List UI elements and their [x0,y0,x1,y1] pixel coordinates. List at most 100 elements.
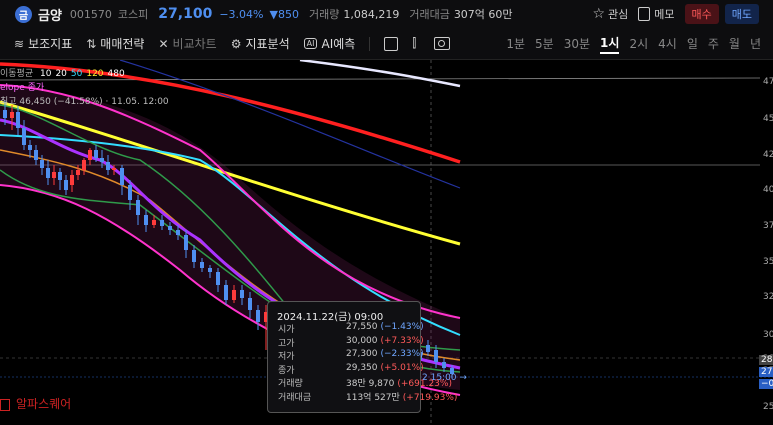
candle-body [28,145,32,150]
envelope-upper-line [0,84,461,319]
price-axis-label: 32 [763,292,773,302]
tooltip-amount: 38만 9,870 [346,379,395,389]
candle-body [144,215,148,225]
tooltip-value: 30,000 (+7.33%) [346,336,424,346]
timeframe-tab-5[interactable]: 4시 [658,37,677,51]
candle-body [52,172,56,178]
tooltip-percent: (−2.33%) [380,349,424,359]
ma-period-4: 480 [107,69,125,79]
indicator-icon: ≋ [14,36,25,51]
memo-icon [638,7,651,21]
candle-type-button[interactable]: ⫿ [412,36,420,51]
candle-body [16,112,20,128]
ma-legend: 이동평균 10 20 50 120 480 [0,69,125,79]
candle-body [434,350,438,362]
stock-header: 금 금양 001570 코스피 27,100 −3.04% ▼850 거래량 1… [0,0,773,28]
watermark-logo-icon [0,398,10,411]
timeframe-tab-6[interactable]: 일 [686,37,698,51]
price-tag-grid: 28 [759,355,773,365]
candle-tooltip: 2024.11.22(금) 09:00 시가 27,550 (−1.43%) 고가 30… [267,301,457,413]
watch-button[interactable]: ☆ 관심 [592,6,629,22]
trade-strategy-button[interactable]: ⇅ 매매전략 [86,36,145,52]
tooltip-amount: 113억 527만 [346,392,400,403]
toolbar-divider [369,36,371,51]
timeframe-tab-1[interactable]: 5분 [535,37,554,51]
tooltip-row: 저가 27,300 (−2.33%) [278,349,424,362]
candle-body [192,250,196,262]
candle-body [240,290,244,298]
reference-line [0,77,761,81]
timeframe-tab-9[interactable]: 년 [749,37,761,51]
candle-body [450,368,454,374]
price-axis-label: 40 [763,185,773,195]
tooltip-value: 38만 9,870 (+691.23%) [346,376,452,389]
tooltip-value: 27,550 (−1.43%) [346,322,424,332]
candle-body [64,180,68,190]
change-percent: −3.04% [219,7,264,21]
compare-icon: ✕ [158,36,169,51]
aux-indicator-button[interactable]: ≋ 보조지표 [14,36,73,52]
envelope-legend: elope 종가 [0,83,45,93]
tooltip-percent: (+7.33%) [380,335,424,346]
tooltip-value: 27,300 (−2.33%) [346,349,424,359]
tooltip-date: 2024.11.22(금) 09:00 [277,312,384,323]
ma-period-1: 20 [55,69,67,79]
candle-body [224,285,228,300]
price-tag-current: 27 [759,367,773,377]
watermark: 알파스퀘어 [0,395,71,412]
ma-long-line [119,60,461,189]
candle-body [70,175,74,185]
buy-button[interactable]: 매수 [684,4,719,24]
candle-body [76,170,80,175]
screenshot-button[interactable] [434,37,451,50]
candle-body [442,362,446,368]
ma-period-0: 10 [40,69,52,79]
timeframe-tab-8[interactable]: 월 [728,37,740,51]
market-label: 코스피 [117,8,149,21]
timeframe-tab-4[interactable]: 2시 [629,37,649,51]
price-axis-label: 45 [763,114,773,124]
amount-label: 거래대금 [409,8,450,21]
tooltip-key: 고가 [278,338,295,349]
square-icon [384,36,399,51]
sell-button[interactable]: 매도 [724,4,759,24]
tooltip-row: 고가 30,000 (+7.33%) [278,336,424,349]
candle-body [82,160,86,170]
ma-480-line [299,60,461,88]
tooltip-row: 종가 29,350 (+5.01%) [278,363,424,376]
timeframe-tab-3[interactable]: 1시 [600,34,620,54]
candle-body [58,172,62,180]
tooltip-amount: 30,000 [346,335,378,346]
memo-button[interactable]: 메모 [638,6,675,22]
price-axis-label: 25 [763,402,773,412]
price-axis-label: 35 [763,257,773,267]
indicator-analysis-button[interactable]: ⚙ 지표분석 [230,36,290,52]
candle-body [216,272,220,285]
compare-chart-button[interactable]: ✕ 비교차트 [158,36,217,52]
tooltip-amount: 27,300 [346,349,378,359]
change-amount: ▼850 [269,7,299,21]
candle-body [40,160,44,168]
stock-name[interactable]: 금양 [38,8,62,24]
candle-body [128,185,132,200]
tooltip-percent: (−1.43%) [380,322,424,332]
candle-body [94,150,98,158]
price-axis-label: 47 [763,77,773,87]
tooltip-key: 종가 [278,365,295,376]
layout-toggle-button[interactable] [384,36,399,51]
current-price: 27,100 [158,6,213,22]
candle-body [88,150,92,160]
candle-body [208,268,212,272]
ai-forecast-button[interactable]: AI AI예측 [303,35,355,52]
ai-icon: AI [303,38,318,49]
amount-value: 307억 60만 [453,8,513,21]
candle-body [184,235,188,250]
chart-legend: 이동평균 10 20 50 120 480 elope 종가 최고 46,450 (−4… [0,67,169,109]
timeframe-tab-2[interactable]: 30분 [563,37,591,51]
stock-code: 001570 [69,7,112,21]
timeframe-tab-0[interactable]: 1분 [506,37,526,51]
timeframe-tab-7[interactable]: 주 [707,37,719,51]
candle-body [22,128,26,145]
candle-body [10,112,14,118]
candle-body [3,110,7,118]
